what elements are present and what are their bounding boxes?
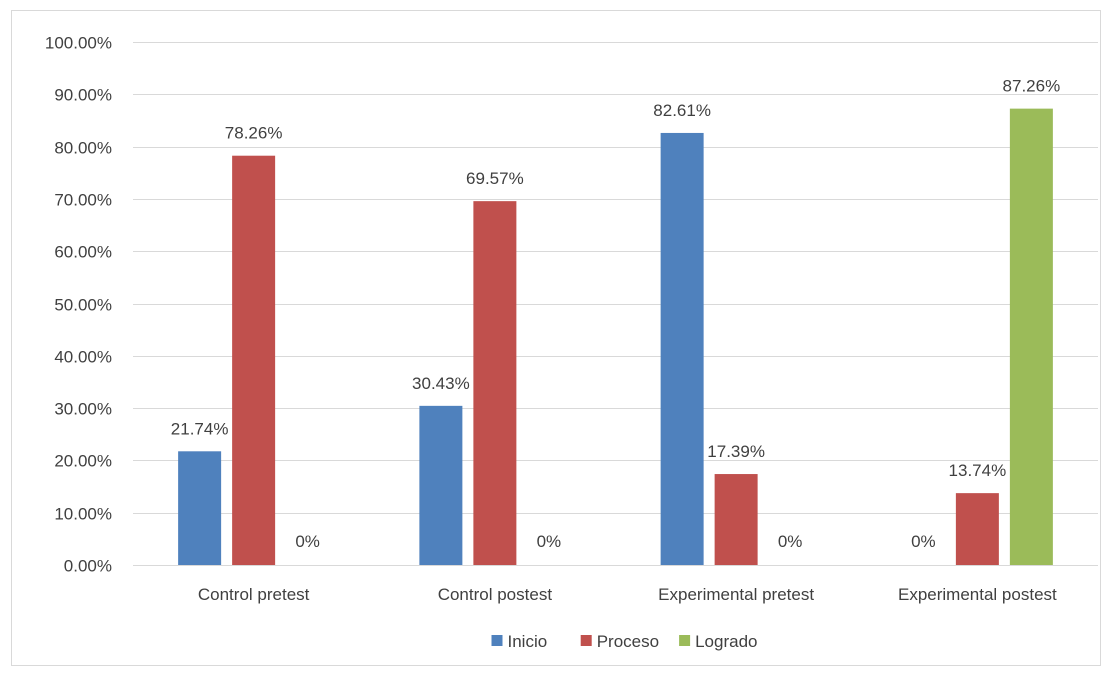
x-axis: Control pretest Control postest Experiment… [133,565,1098,604]
bars [178,108,1053,566]
y-tick-label: 70.00% [54,191,112,210]
data-label: 13.74% [949,461,1007,480]
y-tick-label: 50.00% [54,296,112,315]
y-tick-label: 40.00% [54,348,112,367]
data-label: 0% [295,532,320,551]
x-tick-label: Control postest [438,585,553,604]
data-label: 17.39% [707,442,765,461]
data-label: 21.74% [171,419,229,438]
bar-proceso [473,201,517,565]
y-tick-label: 80.00% [54,139,112,158]
chart-frame [11,10,1101,666]
legend-swatch-logrado [679,635,691,646]
legend-swatch-proceso [580,635,592,646]
data-label: 78.26% [225,124,283,143]
legend-label: Proceso [597,632,659,651]
bar-inicio [419,405,463,565]
x-tick-label: Experimental pretest [658,585,814,604]
data-label: 0% [911,532,936,551]
data-label: 0% [537,532,562,551]
x-tick-label: Experimental postest [898,585,1057,604]
y-tick-label: 20.00% [54,452,112,471]
bar-proceso [714,474,758,565]
data-label: 30.43% [412,374,470,393]
data-label: 0% [778,532,803,551]
y-axis: 0.00% 10.00% 20.00% 30.00% 40.00% 50.00% 60.00… [45,34,112,576]
legend-label: Inicio [508,632,548,651]
legend-label: Logrado [695,632,757,651]
gridlines [133,42,1098,514]
data-label: 69.57% [466,169,524,188]
bar-proceso [232,155,276,565]
y-tick-label: 10.00% [54,505,112,524]
x-tick-label: Control pretest [198,585,310,604]
legend: Inicio Proceso Logrado [491,632,757,651]
data-label: 87.26% [1003,77,1061,96]
bar-proceso [955,493,999,565]
y-tick-label: 100.00% [45,34,112,53]
y-tick-label: 30.00% [54,400,112,419]
bar-logrado [1009,108,1053,566]
data-label: 82.61% [653,101,711,120]
data-labels: 21.74% 78.26% 0% 30.43% 69.57% 0% 82.61% 17.39%… [171,77,1060,551]
bar-inicio [178,451,222,565]
legend-swatch-inicio [491,635,503,646]
y-tick-label: 60.00% [54,243,112,262]
bar-inicio [660,132,704,565]
y-tick-label: 90.00% [54,86,112,105]
y-tick-label: 0.00% [64,557,112,576]
